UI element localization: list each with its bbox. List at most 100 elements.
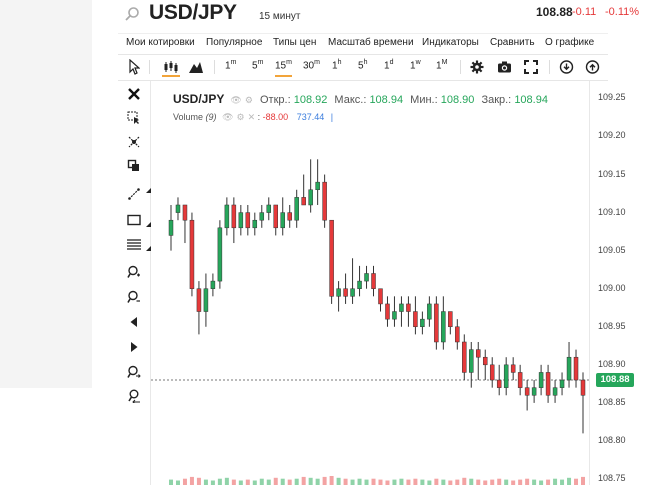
candle-body (378, 288, 383, 305)
volume-bar (350, 479, 355, 485)
menu-compare[interactable]: Сравнить (490, 37, 535, 48)
trend-line-icon[interactable] (127, 187, 141, 201)
candle-body (406, 303, 411, 312)
price-axis-label: 109.15 (598, 168, 626, 179)
candle-body (350, 288, 355, 297)
volume-bar (189, 476, 194, 485)
volume-bar (210, 480, 215, 485)
interval-1m[interactable]: 1m (225, 59, 237, 72)
candle-body (524, 387, 530, 396)
volume-bar (182, 478, 187, 485)
volume-bar (378, 479, 383, 485)
settings-icon[interactable]: ⚙ (244, 95, 253, 105)
fib-lines-icon[interactable] (127, 237, 141, 251)
volume-bar (420, 479, 425, 485)
volume-bar (203, 479, 208, 485)
close-icon[interactable]: ✕ (247, 112, 256, 122)
volume-bar (413, 478, 418, 485)
menu-indicators[interactable]: Индикаторы (422, 37, 479, 48)
interval-30m[interactable]: 30m (303, 59, 320, 72)
high-value: 108.94 (369, 94, 404, 106)
candle-body (252, 219, 258, 229)
zoom-range-icon[interactable] (127, 365, 141, 379)
eye-icon[interactable]: 👁 (222, 112, 234, 122)
volume-bar (294, 478, 299, 485)
price-axis-label: 109.25 (598, 92, 626, 103)
price-axis[interactable]: 108.88 109.25 109.20 109.15 109.10 109.05 109… (589, 81, 665, 485)
cursor-tool-icon[interactable] (127, 111, 141, 125)
candle-body (168, 219, 174, 236)
candle-body (259, 212, 265, 221)
toolbar-separator (149, 60, 150, 74)
volume-bar (434, 478, 439, 485)
menu-about-chart[interactable]: О графике (545, 37, 595, 48)
interval-1h[interactable]: 1h (332, 59, 342, 72)
chart-toolbar: 1m 5m 15m 30m 1h 5h 1d 1w 1M (118, 54, 608, 81)
interval-1w[interactable]: 1w (410, 59, 421, 72)
cloud-download-icon[interactable] (559, 59, 574, 75)
fullscreen-icon[interactable] (524, 59, 538, 75)
scroll-left-icon[interactable] (127, 315, 141, 329)
scroll-right-icon[interactable] (127, 340, 141, 354)
menu-my-quotes[interactable]: Мои котировки (126, 37, 195, 48)
candle-body (427, 303, 432, 320)
candle-body (343, 288, 348, 297)
candle-body (392, 311, 397, 320)
candles-icon[interactable] (162, 59, 180, 77)
volume-bar (574, 478, 579, 485)
high-label: Макс.: (334, 94, 367, 106)
volume-bar (581, 476, 585, 485)
candle-body (329, 219, 334, 297)
volume-bar (343, 478, 348, 485)
candle-body (196, 288, 202, 312)
menu-popular[interactable]: Популярное (206, 37, 263, 48)
cursor-icon[interactable] (128, 59, 140, 75)
candlestick-chart[interactable] (151, 81, 589, 485)
eye-icon[interactable]: 👁 (230, 95, 242, 105)
cloud-upload-icon[interactable] (585, 59, 600, 75)
camera-icon[interactable] (497, 59, 512, 75)
candle-body (476, 349, 481, 358)
candle-body (441, 311, 446, 343)
interval-5m[interactable]: 5m (252, 59, 264, 72)
clone-icon[interactable] (127, 159, 141, 173)
interval-1M[interactable]: 1M (436, 59, 448, 72)
settings-icon[interactable]: ⚙ (236, 112, 245, 122)
gear-icon[interactable] (470, 59, 484, 75)
zoom-out-icon[interactable] (127, 290, 141, 304)
volume-bar (322, 476, 327, 485)
volume-bar (392, 479, 397, 485)
search-icon[interactable] (124, 6, 140, 22)
candle-body (420, 318, 425, 328)
menu-time-scale[interactable]: Масштаб времени (328, 37, 414, 48)
rectangle-icon[interactable] (127, 213, 141, 227)
zoom-in-icon[interactable] (127, 265, 141, 279)
candle-body (266, 204, 272, 213)
volume-bar (238, 480, 243, 485)
reset-zoom-icon[interactable] (127, 389, 141, 403)
interval-1d[interactable]: 1d (384, 59, 394, 72)
cross-icon[interactable] (127, 87, 141, 101)
candle-body (399, 303, 404, 312)
volume-bar (469, 478, 474, 485)
candle-body (315, 181, 320, 191)
candle-body (301, 197, 306, 206)
close-value: 108.94 (514, 94, 548, 106)
candle-body (448, 311, 453, 328)
candle-body (224, 204, 230, 229)
volume-bar (169, 479, 173, 485)
interval-15m[interactable]: 15m (275, 59, 292, 77)
low-value: 108.90 (440, 94, 475, 106)
candle-body (559, 379, 565, 388)
candle-body (231, 204, 237, 229)
candle-body (385, 303, 390, 320)
magnet-icon[interactable] (127, 135, 141, 149)
volume-bar (273, 477, 278, 485)
menu-price-types[interactable]: Типы цен (273, 37, 317, 48)
area-chart-icon[interactable] (188, 59, 204, 75)
volume-bar (532, 479, 537, 485)
interval-5h[interactable]: 5h (358, 59, 368, 72)
volume-bar (427, 480, 432, 485)
volume-bar (357, 478, 362, 485)
volume-param: (9) (205, 112, 217, 122)
